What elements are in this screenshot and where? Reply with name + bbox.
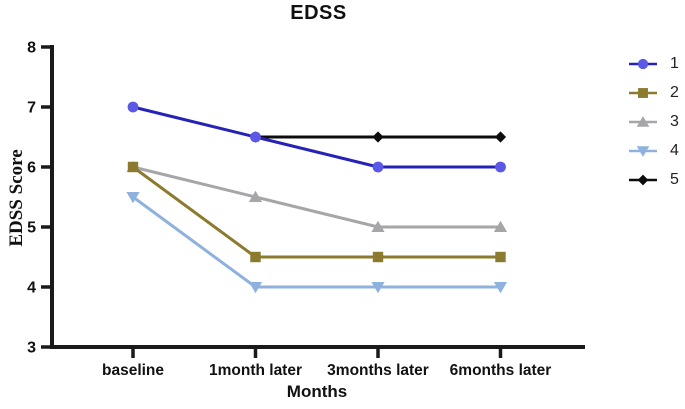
series-3-marker <box>493 220 508 232</box>
legend-item-5: 5 <box>628 165 679 194</box>
series-3-marker <box>248 190 263 202</box>
x-tick-label: 6months later <box>450 362 552 379</box>
legend-circle-icon <box>629 58 657 69</box>
y-tick-label: 8 <box>27 40 36 57</box>
series-3-line <box>131 165 502 229</box>
series-2-marker <box>495 251 506 263</box>
y-tick-label: 7 <box>27 100 36 117</box>
series-4-marker <box>371 282 385 294</box>
legend-label: 2 <box>670 83 679 101</box>
series-4-marker <box>248 282 263 294</box>
legend-triangle-down-icon <box>629 145 657 157</box>
series-4-marker <box>126 192 140 204</box>
series-5-marker <box>372 131 384 143</box>
series-2-marker <box>250 251 261 263</box>
legend-label: 1 <box>670 54 679 72</box>
series-3 <box>126 160 508 232</box>
y-tick-label: 6 <box>27 160 36 177</box>
x-tick-label: baseline <box>102 362 164 379</box>
y-tick-label: 5 <box>27 220 36 237</box>
series-5 <box>249 131 507 143</box>
series-1-marker <box>127 101 139 113</box>
axes: 3 4 5 6 7 8 baseline 1month later 3months later 6… <box>27 40 585 379</box>
series-1-marker <box>250 131 261 143</box>
legend-item-2: 2 <box>628 78 679 107</box>
series-2 <box>127 161 506 263</box>
series-1-line <box>131 105 502 169</box>
legend: 1 2 3 4 5 <box>628 49 679 194</box>
series-3-marker <box>371 220 385 232</box>
x-tick-label: 1month later <box>209 362 302 379</box>
legend-square-icon <box>629 87 657 98</box>
series-4-line <box>131 195 502 289</box>
series-4-marker <box>493 282 508 294</box>
series-2-marker <box>372 251 384 263</box>
series-4 <box>126 192 508 294</box>
series-2-marker <box>127 161 139 173</box>
legend-item-4: 4 <box>628 136 679 165</box>
legend-diamond-icon <box>629 174 657 185</box>
series-1-marker <box>372 161 384 173</box>
legend-item-3: 3 <box>628 107 679 136</box>
series-1-marker <box>495 161 506 173</box>
x-tick-label: 3months later <box>327 362 429 379</box>
legend-label: 4 <box>670 141 679 159</box>
series-1 <box>127 101 506 173</box>
legend-triangle-up-icon <box>629 115 657 127</box>
legend-label: 5 <box>670 170 679 188</box>
y-tick-label: 3 <box>27 340 36 357</box>
x-axis-title: Months <box>286 382 348 401</box>
series-2-line <box>131 165 502 259</box>
legend-label: 3 <box>670 112 679 130</box>
series-5-marker <box>494 131 507 143</box>
y-tick-label: 4 <box>27 280 36 297</box>
legend-item-1: 1 <box>628 49 679 78</box>
chart-title: EDSS <box>290 2 347 24</box>
